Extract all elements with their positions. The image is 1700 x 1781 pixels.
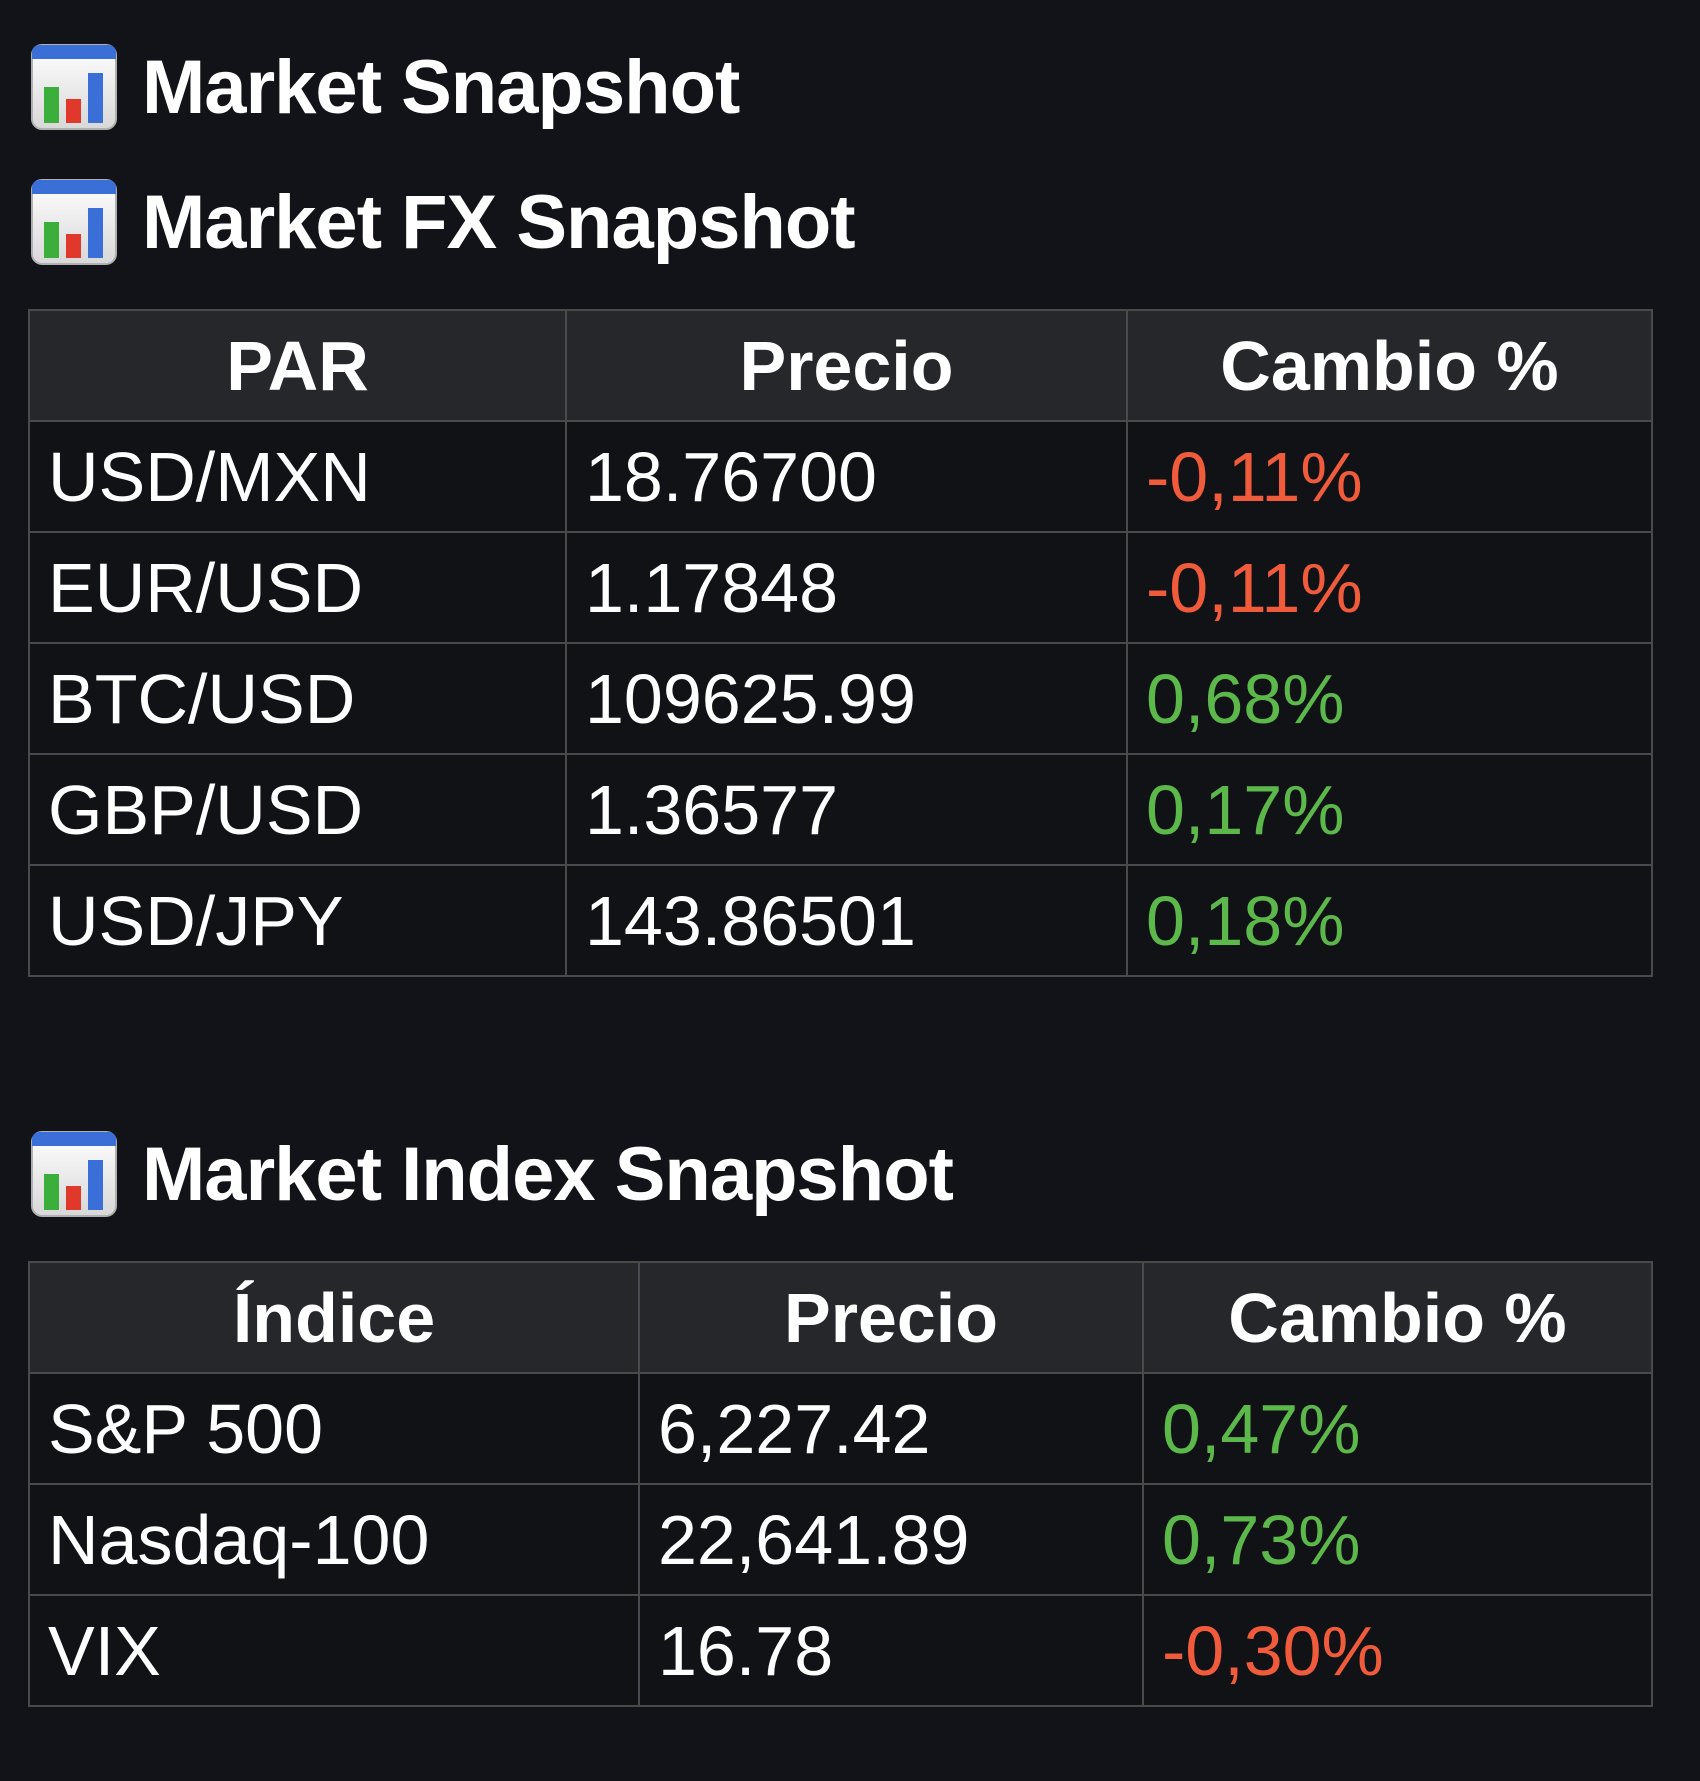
column-header-change: Cambio % bbox=[1142, 1261, 1653, 1374]
change-cell: -0,11% bbox=[1126, 531, 1653, 644]
price-cell: 109625.99 bbox=[565, 642, 1128, 755]
price-cell: 16.78 bbox=[638, 1594, 1144, 1707]
price-cell: 1.17848 bbox=[565, 531, 1128, 644]
market-snapshot-heading: Market Snapshot bbox=[30, 37, 740, 137]
column-header-change: Cambio % bbox=[1126, 309, 1653, 422]
pair-cell: EUR/USD bbox=[28, 531, 567, 644]
bar-chart-icon bbox=[31, 44, 117, 130]
fx-snapshot-heading: Market FX Snapshot bbox=[30, 172, 856, 272]
table-row: VIX 16.78 -0,30% bbox=[28, 1594, 1653, 1707]
change-cell: -0,30% bbox=[1142, 1594, 1653, 1707]
table-row: USD/JPY 143.86501 0,18% bbox=[28, 864, 1653, 977]
bar-chart-icon bbox=[31, 1131, 117, 1217]
index-name-cell: Nasdaq-100 bbox=[28, 1483, 640, 1596]
bar-chart-icon bbox=[31, 179, 117, 265]
table-header-row: PAR Precio Cambio % bbox=[28, 309, 1653, 422]
fx-section-title: Market FX Snapshot bbox=[142, 179, 856, 265]
pair-cell: GBP/USD bbox=[28, 753, 567, 866]
pair-cell: USD/MXN bbox=[28, 420, 567, 533]
column-header-pair: PAR bbox=[28, 309, 567, 422]
change-cell: 0,18% bbox=[1126, 864, 1653, 977]
column-header-index: Índice bbox=[28, 1261, 640, 1374]
change-cell: 0,47% bbox=[1142, 1372, 1653, 1485]
table-row: USD/MXN 18.76700 -0,11% bbox=[28, 420, 1653, 533]
pair-cell: USD/JPY bbox=[28, 864, 567, 977]
index-name-cell: VIX bbox=[28, 1594, 640, 1707]
price-cell: 6,227.42 bbox=[638, 1372, 1144, 1485]
table-row: GBP/USD 1.36577 0,17% bbox=[28, 753, 1653, 866]
price-cell: 18.76700 bbox=[565, 420, 1128, 533]
column-header-price: Precio bbox=[565, 309, 1128, 422]
price-cell: 143.86501 bbox=[565, 864, 1128, 977]
column-header-price: Precio bbox=[638, 1261, 1144, 1374]
fx-table: PAR Precio Cambio % USD/MXN 18.76700 -0,11… bbox=[28, 309, 1653, 977]
table-header-row: Índice Precio Cambio % bbox=[28, 1261, 1653, 1374]
table-row: Nasdaq-100 22,641.89 0,73% bbox=[28, 1483, 1653, 1596]
pair-cell: BTC/USD bbox=[28, 642, 567, 755]
change-cell: 0,17% bbox=[1126, 753, 1653, 866]
change-cell: -0,11% bbox=[1126, 420, 1653, 533]
table-row: S&P 500 6,227.42 0,47% bbox=[28, 1372, 1653, 1485]
index-section-title: Market Index Snapshot bbox=[142, 1131, 954, 1217]
index-name-cell: S&P 500 bbox=[28, 1372, 640, 1485]
change-cell: 0,73% bbox=[1142, 1483, 1653, 1596]
page-title: Market Snapshot bbox=[142, 44, 740, 130]
table-row: BTC/USD 109625.99 0,68% bbox=[28, 642, 1653, 755]
price-cell: 22,641.89 bbox=[638, 1483, 1144, 1596]
price-cell: 1.36577 bbox=[565, 753, 1128, 866]
change-cell: 0,68% bbox=[1126, 642, 1653, 755]
table-row: EUR/USD 1.17848 -0,11% bbox=[28, 531, 1653, 644]
index-table: Índice Precio Cambio % S&P 500 6,227.42 0,… bbox=[28, 1261, 1653, 1707]
index-snapshot-heading: Market Index Snapshot bbox=[30, 1124, 954, 1224]
